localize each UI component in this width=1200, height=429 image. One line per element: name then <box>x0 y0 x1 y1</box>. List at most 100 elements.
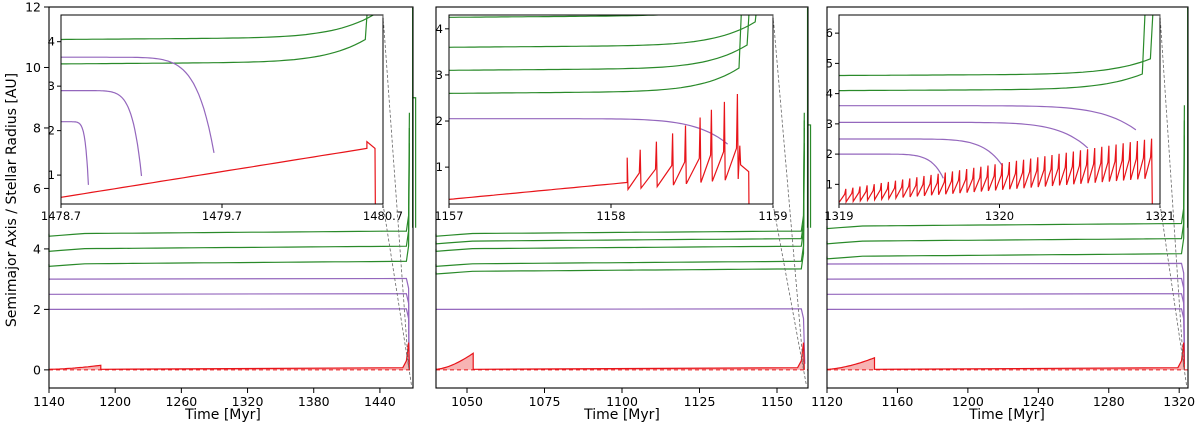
inset-y-tick-label: 2 <box>826 147 833 161</box>
inset-green-orbit <box>449 15 670 18</box>
purple-orbit-line <box>826 308 1185 364</box>
main-axes-frame <box>48 6 414 389</box>
inset-x-tick-label: 1479.7 <box>202 209 242 223</box>
inset-y-tick-label: 2 <box>436 114 443 128</box>
purple-orbit-line <box>435 308 806 364</box>
inset-background <box>61 15 383 204</box>
inset-radius-line <box>449 93 750 204</box>
green-orbit-line <box>826 120 1185 245</box>
inset-y-tick-label: 1 <box>48 168 55 182</box>
radius-fill <box>436 342 805 370</box>
purple-orbit-line <box>48 277 410 364</box>
inset-y-tick-label: 5 <box>826 56 833 70</box>
purple-orbit-line <box>826 293 1185 364</box>
inset-x-tick-label: 1319 <box>824 209 853 223</box>
y-tick-label: 4 <box>33 241 41 256</box>
inset-purple-orbit <box>449 118 728 145</box>
x-tick-label: 1240 <box>1022 394 1054 409</box>
panel-1-xlabel: Time [Myr] <box>184 407 261 423</box>
inset-green-orbit <box>839 15 1146 92</box>
green-orbit-line <box>435 127 805 252</box>
x-tick-label: 1050 <box>451 394 483 409</box>
x-tick-label: 1200 <box>99 394 131 409</box>
inset-y-tick-label: 1 <box>436 160 443 174</box>
inset-green-orbit <box>449 15 742 94</box>
green-orbit-line <box>48 112 410 237</box>
green-orbit-line <box>435 150 805 275</box>
inset-y-tick-label: 3 <box>48 79 55 93</box>
inset-radius-line <box>61 140 376 204</box>
inset-x-tick-label: 1480.7 <box>363 209 403 223</box>
x-tick-label: 1125 <box>684 394 716 409</box>
panel-2-xlabel: Time [Myr] <box>583 407 660 423</box>
radius-line <box>48 342 410 370</box>
x-tick-label: 1150 <box>761 394 793 409</box>
inset-x-tick-label: 1321 <box>1145 209 1174 223</box>
inset-purple-orbit <box>839 121 1089 149</box>
panel-3: Time [Myr] 1120 1160 1200 1240 1280 1320 1319 1… <box>811 6 1195 423</box>
inset-green-orbit <box>839 15 1154 77</box>
purple-orbit-line <box>826 277 1185 364</box>
green-orbit-line <box>435 112 805 237</box>
inset-y-tick-label: 6 <box>826 26 833 40</box>
inset-plot <box>449 15 757 204</box>
inset-plot <box>839 15 1154 204</box>
inset-x-tick-label: 1159 <box>758 209 787 223</box>
radius-fill <box>49 342 410 370</box>
inset-y-tick-label: 3 <box>826 117 833 131</box>
inset-x-tick-label: 1320 <box>985 209 1014 223</box>
inset-green-orbit <box>61 15 368 65</box>
y-tick-label: 6 <box>33 181 41 196</box>
x-tick-label: 1320 <box>232 394 264 409</box>
inset-y-tick-label: 4 <box>436 22 443 36</box>
zoom-connector <box>772 203 807 387</box>
inset-purple-orbit <box>61 121 89 185</box>
radius-fill <box>827 342 1185 370</box>
inset-green-orbit <box>449 15 750 71</box>
inset-x-tick-label: 1158 <box>596 209 625 223</box>
inset-purple-orbit <box>839 105 1137 131</box>
y-tick-label: 8 <box>33 120 41 135</box>
inset-x-tick-label: 1478.7 <box>41 209 81 223</box>
x-tick-label: 1320 <box>1163 394 1195 409</box>
y-tick-label: 12 <box>25 0 41 15</box>
panel-1: Time [Myr] 1140 1200 1260 1320 1380 1440 0 2 4 6 8… <box>25 0 417 423</box>
panel-3-xlabel: Time [Myr] <box>968 407 1045 423</box>
zoom-connector <box>1159 14 1185 369</box>
zoom-connector <box>382 203 413 387</box>
x-tick-label: 1120 <box>811 394 843 409</box>
green-orbit-line <box>826 135 1185 260</box>
green-orbit-line <box>48 143 410 268</box>
x-tick-label: 1440 <box>364 394 396 409</box>
zoom-connector <box>382 14 410 369</box>
inset-y-tick-label: 3 <box>436 68 443 82</box>
inset-background <box>839 15 1160 204</box>
inset-y-tick-label: 2 <box>48 124 55 138</box>
green-orbit-line <box>435 143 805 268</box>
green-orbit-line <box>435 120 805 245</box>
y-axis-label: Semimajor Axis / Stellar Radius [AU] <box>4 73 20 327</box>
purple-orbit-line <box>48 293 410 364</box>
inset-y-tick-label: 1 <box>826 177 833 191</box>
zoom-connector <box>772 14 804 369</box>
inset-green-orbit <box>449 15 757 48</box>
radius-line <box>435 342 805 370</box>
y-tick-label: 0 <box>33 362 41 377</box>
purple-orbit-line <box>826 262 1185 364</box>
x-tick-label: 1100 <box>606 394 638 409</box>
inset-y-tick-label: 4 <box>826 87 833 101</box>
zoom-connector <box>1159 203 1188 387</box>
inset-purple-orbit <box>839 138 1004 167</box>
x-tick-label: 1380 <box>298 394 330 409</box>
purple-orbit-line <box>48 308 410 364</box>
inset-purple-orbit <box>61 90 143 177</box>
inset-green-orbit <box>61 15 374 41</box>
main-axes-frame <box>826 6 1189 389</box>
green-orbit-line <box>48 127 410 252</box>
inset-x-tick-label: 1157 <box>434 209 463 223</box>
y-tick-label: 10 <box>25 60 41 75</box>
panel-2: Time [Myr] 1050 1075 1100 1125 1150 1157 1158 1… <box>434 6 812 423</box>
x-tick-label: 1160 <box>882 394 914 409</box>
inset-radius-line <box>839 138 1153 204</box>
